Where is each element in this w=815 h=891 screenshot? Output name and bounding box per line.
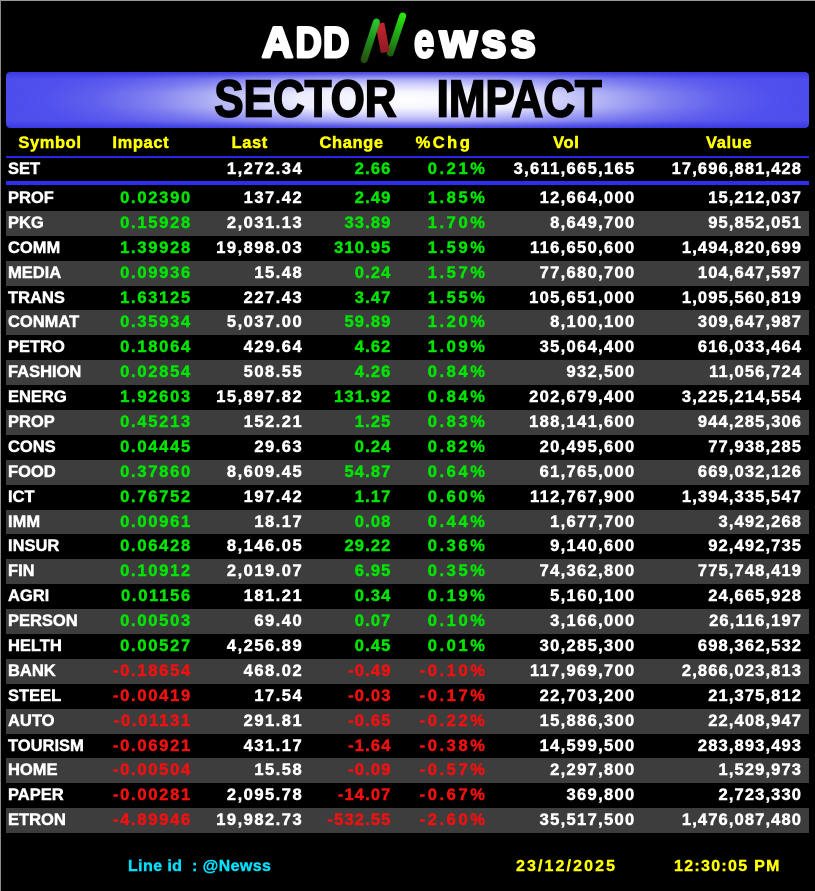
svg-text:s: s bbox=[511, 14, 536, 67]
svg-text:D: D bbox=[323, 19, 349, 67]
svg-text:D: D bbox=[296, 19, 322, 67]
svg-text:e: e bbox=[414, 14, 434, 67]
svg-text:s: s bbox=[481, 14, 506, 67]
svg-text:w: w bbox=[439, 15, 478, 68]
svg-text:A: A bbox=[262, 19, 293, 67]
